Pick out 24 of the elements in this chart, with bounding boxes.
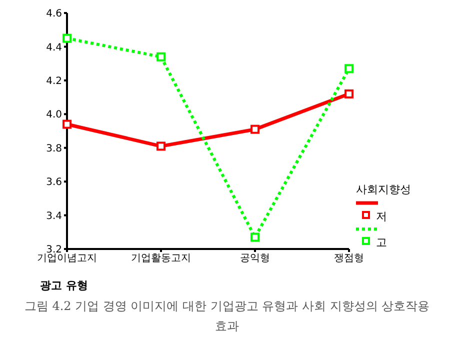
point (156, 52, 166, 62)
y-tick-label: 4.6 (46, 8, 62, 20)
point (344, 89, 354, 98)
point (250, 124, 260, 134)
x-tick-label: 기업이념고지 (37, 253, 97, 264)
x-tick-label: 쟁점형 (334, 253, 364, 264)
legend-title: 사회지향성 (356, 182, 411, 197)
legend-label: 고 (376, 234, 387, 250)
y-tick-label: 3.8 (46, 143, 62, 154)
legend-label: 저 (376, 208, 387, 224)
point (62, 34, 72, 43)
y-tick-label: 4.2 (46, 76, 62, 87)
y-tick-label: 3.4 (46, 210, 62, 222)
y-tick-label: 4.0 (46, 110, 62, 121)
y-tick-label: 4.4 (46, 42, 62, 54)
point (344, 64, 354, 74)
point (250, 232, 260, 242)
point (62, 120, 72, 129)
y-tick-label: 3.6 (46, 177, 62, 188)
caption: 그림 4.2 기업 경영 이미지에 대한 기업광고 유형과 사회 지향성의 상호작용효과 (23, 298, 431, 335)
x-tick-label: 공익형 (240, 253, 270, 264)
point (156, 142, 166, 151)
x-tick-label: 기업활동고지 (131, 253, 191, 264)
x-axis-title: 광고 유형 (40, 278, 88, 293)
